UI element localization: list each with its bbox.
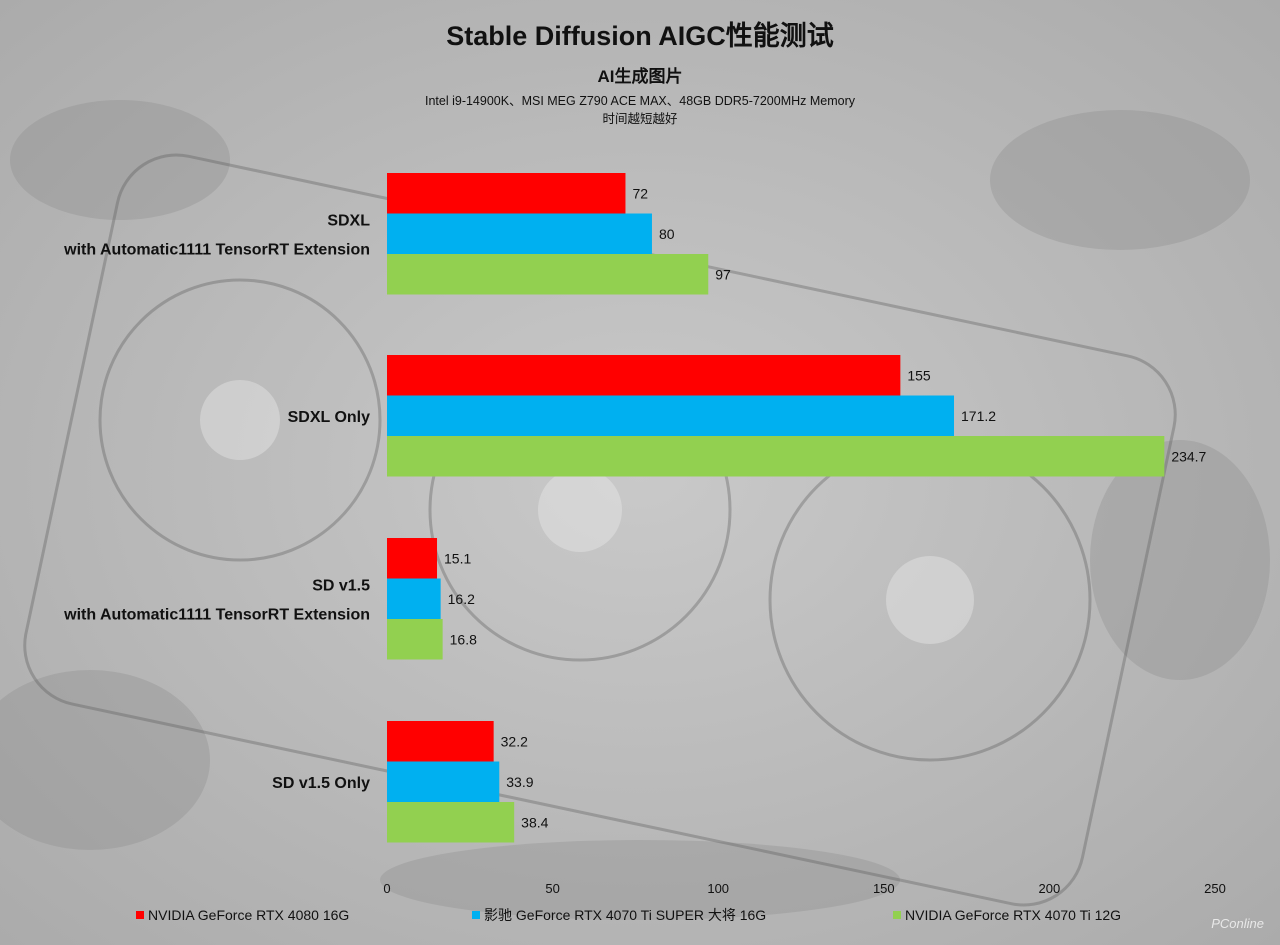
x-tick-label-4: 200	[1039, 881, 1061, 896]
x-tick-label-0: 0	[383, 881, 390, 896]
legend-item-rtx4070tisuper: 影驰 GeForce RTX 4070 Ti SUPER 大将 16G	[472, 905, 766, 925]
legend-swatch-rtx4080	[136, 911, 144, 919]
chart-title: Stable Diffusion AIGC性能测试	[446, 21, 834, 51]
category-label-3-0: SD v1.5 Only	[272, 775, 370, 792]
bar-s1-c3	[387, 761, 500, 802]
category-label-0-0: SDXL	[327, 212, 370, 229]
shorter-is-better-note: 时间越短越好	[602, 112, 678, 126]
bar-s0-c1	[387, 355, 901, 396]
data-label-s0-c0: 72	[632, 185, 648, 201]
category-label-2-0: SD v1.5	[312, 577, 370, 594]
category-label-2-1: with Automatic1111 TensorRT Extension	[63, 606, 370, 623]
watermark: PConline	[1211, 916, 1264, 931]
test-platform-note: Intel i9-14900K、MSI MEG Z790 ACE MAX、48G…	[424, 94, 855, 108]
bar-s2-c2	[387, 619, 443, 660]
bar-s2-c0	[387, 254, 709, 295]
legend-swatch-rtx4070ti	[893, 911, 901, 919]
legend-label-rtx4080: NVIDIA GeForce RTX 4080 16G	[148, 907, 350, 923]
bar-s0-c2	[387, 538, 438, 579]
x-tick-label-5: 250	[1204, 881, 1226, 896]
legend-label-rtx4070tisuper: 影驰 GeForce RTX 4070 Ti SUPER 大将 16G	[484, 907, 767, 923]
chart-subtitle: AI生成图片	[597, 67, 683, 86]
data-label-s2-c2: 16.8	[450, 631, 477, 647]
data-label-s0-c2: 15.1	[444, 550, 471, 566]
data-label-s2-c0: 97	[715, 266, 731, 282]
data-label-s1-c3: 33.9	[506, 774, 533, 790]
data-label-s2-c1: 234.7	[1171, 448, 1206, 464]
bar-s0-c0	[387, 173, 626, 214]
data-label-s1-c1: 171.2	[961, 408, 996, 424]
bar-s2-c3	[387, 802, 515, 843]
bar-s1-c0	[387, 213, 652, 254]
legend-item-rtx4070ti: NVIDIA GeForce RTX 4070 Ti 12G	[893, 905, 1121, 925]
data-label-s2-c3: 38.4	[521, 814, 548, 830]
x-tick-label-1: 50	[545, 881, 559, 896]
legend-swatch-rtx4070tisuper	[472, 911, 480, 919]
bar-s1-c1	[387, 395, 955, 436]
x-tick-label-2: 100	[707, 881, 729, 896]
bar-s2-c1	[387, 436, 1165, 477]
data-label-s1-c2: 16.2	[448, 591, 475, 607]
data-label-s0-c3: 32.2	[501, 733, 528, 749]
category-label-1-0: SDXL Only	[288, 409, 370, 426]
legend-label-rtx4070ti: NVIDIA GeForce RTX 4070 Ti 12G	[905, 907, 1122, 923]
legend-item-rtx4080: NVIDIA GeForce RTX 4080 16G	[136, 905, 349, 925]
bar-s1-c2	[387, 578, 441, 619]
data-label-s0-c1: 155	[907, 367, 931, 383]
data-label-s1-c0: 80	[659, 226, 675, 242]
category-label-0-1: with Automatic1111 TensorRT Extension	[63, 241, 370, 258]
bar-s0-c3	[387, 721, 494, 762]
x-tick-label-3: 150	[873, 881, 895, 896]
